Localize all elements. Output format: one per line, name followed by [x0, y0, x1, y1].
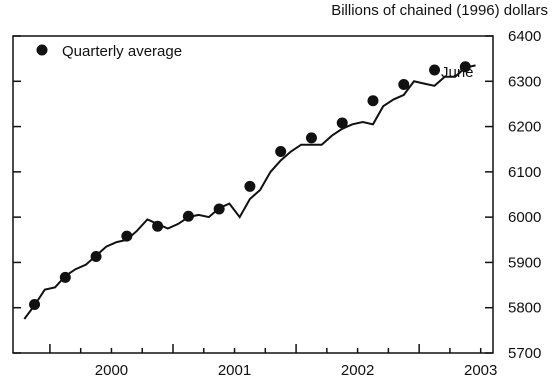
y-tick-label: 6300: [508, 73, 541, 90]
quarterly-average-point: [398, 78, 410, 90]
x-tick-label: 2000: [95, 362, 128, 379]
june-annotation: June: [441, 64, 474, 81]
quarterly-average-point: [90, 251, 102, 263]
quarterly-average-point: [213, 203, 225, 215]
quarterly-average-point: [459, 61, 471, 73]
quarterly-average-point: [429, 64, 441, 76]
quarterly-average-point: [244, 180, 256, 192]
y-tick-label: 6400: [508, 28, 541, 45]
quarterly-average-point: [336, 117, 348, 129]
quarterly-average-point: [182, 210, 194, 222]
quarterly-average-point: [367, 95, 379, 107]
y-axis-label: Billions of chained (1996) dollars: [331, 2, 548, 19]
quarterly-average-point: [152, 220, 164, 232]
legend-marker: [36, 44, 48, 56]
legend-label: Quarterly average: [62, 43, 182, 60]
x-tick-label: 2003: [464, 362, 497, 379]
y-tick-label: 6000: [508, 209, 541, 226]
y-tick-label: 5700: [508, 345, 541, 362]
plot-frame: [12, 35, 494, 354]
quarterly-average-point: [59, 271, 71, 283]
quarterly-average-point: [305, 132, 317, 144]
y-axis: 5700 5800 5900 6000 6100 6200 6300 6400: [13, 28, 541, 362]
y-tick-label: 6200: [508, 119, 541, 136]
quarterly-average-point: [121, 230, 133, 242]
y-tick-label: 6100: [508, 164, 541, 181]
x-tick-label: 2001: [218, 362, 251, 379]
y-tick-label: 5900: [508, 254, 541, 271]
monthly-series-line: [23, 64, 476, 320]
quarterly-average-point: [275, 145, 287, 157]
x-tick-label: 2002: [341, 362, 374, 379]
quarterly-average-series: [29, 61, 471, 311]
x-axis: 2000 2001 2002 2003: [49, 344, 497, 379]
y-tick-label: 5800: [508, 300, 541, 317]
quarterly-average-point: [29, 299, 41, 311]
